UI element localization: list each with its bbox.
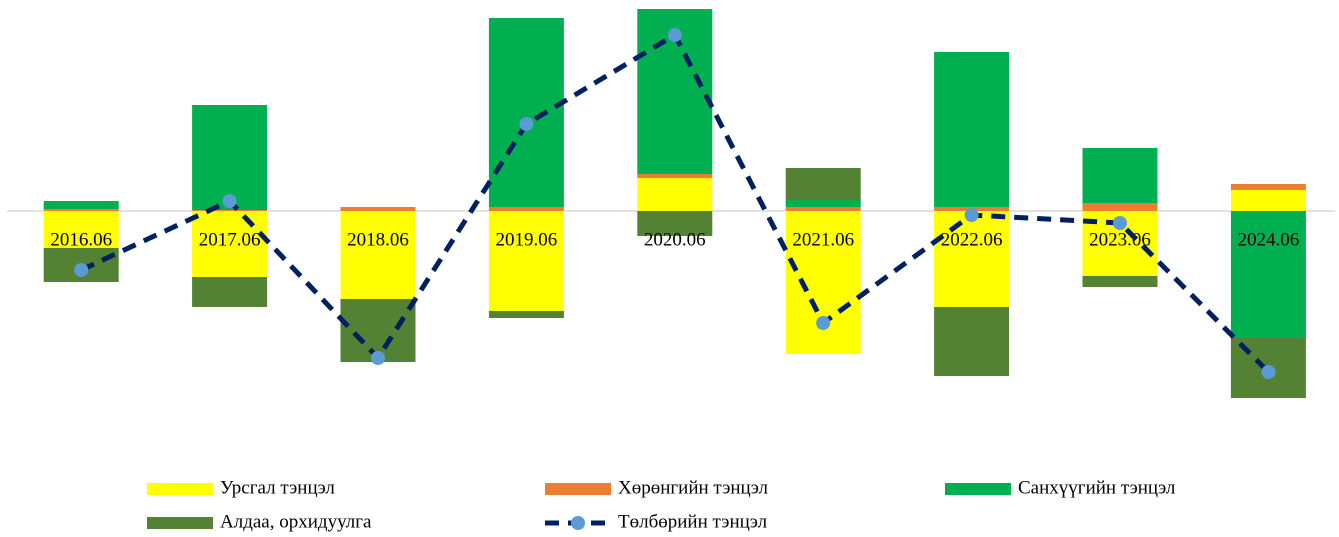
bar — [1230, 211, 1306, 338]
x-tick-label: 2017.06 — [199, 229, 261, 250]
bar — [637, 174, 713, 178]
legend-label: Алдаа, орхидуулга — [220, 511, 372, 532]
bar — [43, 201, 119, 209]
x-tick-label: 2019.06 — [496, 229, 558, 250]
bar — [934, 307, 1010, 376]
bar — [637, 211, 713, 236]
line-marker — [1113, 216, 1127, 230]
bar — [43, 209, 119, 211]
bar — [192, 211, 268, 277]
x-tick-label: 2020.06 — [644, 229, 706, 250]
x-tick-label: 2021.06 — [792, 229, 854, 250]
legend-swatch — [945, 483, 1011, 495]
legend-label: Санхүүгийн тэнцэл — [1018, 477, 1176, 498]
bar — [192, 105, 268, 210]
bar — [1082, 276, 1158, 287]
bar — [1230, 190, 1306, 211]
bar — [340, 211, 416, 299]
legend-label: Төлбөрийн тэнцэл — [618, 511, 768, 532]
legend-marker — [571, 516, 585, 530]
x-tick-label: 2022.06 — [941, 229, 1003, 250]
line-marker — [964, 208, 979, 222]
bar — [637, 178, 713, 211]
x-tick-label: 2018.06 — [347, 229, 409, 250]
x-tick-label: 2016.06 — [50, 229, 112, 250]
line-marker — [816, 316, 831, 330]
legend-swatch — [545, 483, 611, 495]
bar — [934, 52, 1010, 207]
bar — [340, 207, 416, 211]
bar — [43, 211, 119, 248]
x-tick-label: 2023.06 — [1089, 229, 1151, 250]
line-marker — [1261, 365, 1276, 379]
legend-swatch — [147, 483, 213, 495]
legend-swatch — [147, 517, 213, 529]
bar — [934, 211, 1010, 307]
line-marker — [74, 263, 89, 277]
bar — [488, 207, 564, 211]
bar — [785, 168, 861, 200]
bar — [1230, 184, 1306, 190]
bar — [488, 211, 564, 311]
line-marker — [222, 194, 237, 208]
bar — [785, 200, 861, 207]
legend-label: Урсгал тэнцэл — [220, 477, 335, 498]
legend-label: Хөрөнгийн тэнцэл — [618, 477, 769, 498]
bar — [1082, 203, 1158, 211]
line-marker — [667, 28, 682, 42]
bar — [488, 18, 564, 207]
bar — [785, 207, 861, 211]
bar — [785, 211, 861, 354]
x-tick-label: 2024.06 — [1238, 229, 1300, 250]
line-marker — [371, 351, 385, 365]
bar — [488, 311, 564, 318]
bar — [1082, 148, 1158, 203]
bar — [192, 277, 268, 307]
line-marker — [519, 117, 534, 131]
bar — [192, 210, 268, 211]
